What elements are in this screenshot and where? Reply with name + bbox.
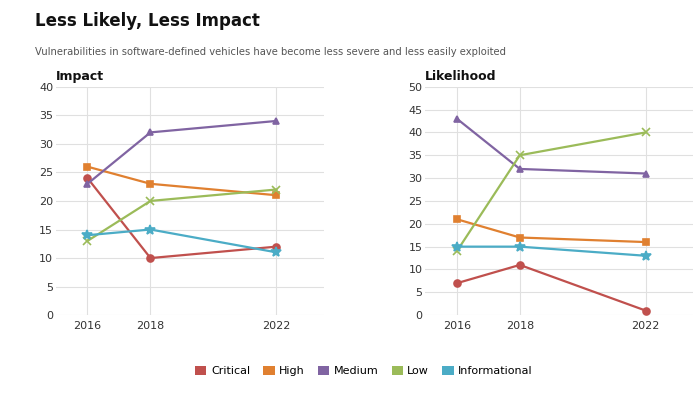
- Legend: Critical, High, Medium, Low, Informational: Critical, High, Medium, Low, Information…: [191, 361, 537, 381]
- Text: Likelihood: Likelihood: [426, 70, 497, 83]
- Text: Vulnerabilities in software-defined vehicles have become less severe and less ea: Vulnerabilities in software-defined vehi…: [35, 47, 506, 57]
- Text: Less Likely, Less Impact: Less Likely, Less Impact: [35, 12, 260, 30]
- Text: Impact: Impact: [56, 70, 104, 83]
